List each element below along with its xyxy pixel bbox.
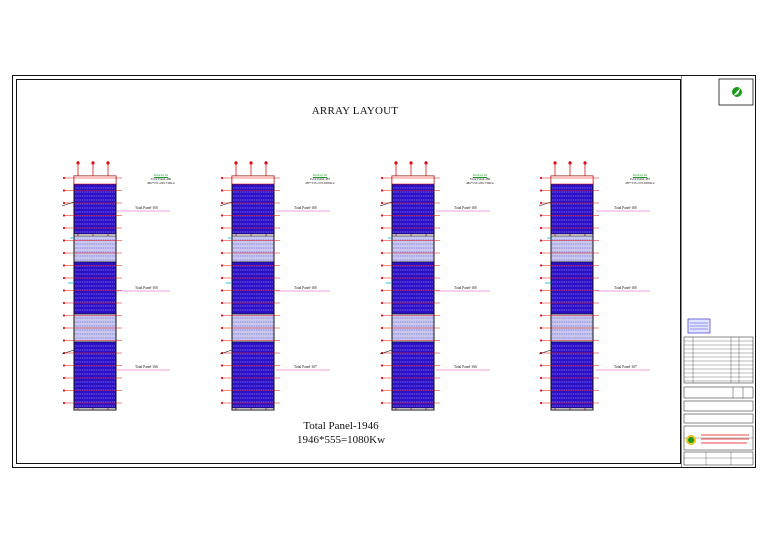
array-3-inverter-label: Inverter-03 xyxy=(472,173,488,177)
array-2-row-label-2: Total Panel-160 xyxy=(294,286,317,290)
north-arrow-icon xyxy=(732,87,742,97)
array-3-row-label-3: Total Panel-166 xyxy=(454,365,477,369)
array-4-panel-count: Total Panel-487 xyxy=(629,177,651,181)
array-2-row-label-1: Total Panel-160 xyxy=(294,206,317,210)
array-2-drawing xyxy=(219,161,280,411)
array-1-row-label-1: Total Panel-160 xyxy=(135,206,158,210)
array-3-row-label-2: Total Panel-160 xyxy=(454,286,477,290)
array-2-inverter-label: Inverter-02 xyxy=(312,173,328,177)
array-2-panel-count: Total Panel-487 xyxy=(309,177,331,181)
array-1-panel-count: Total Panel-486 xyxy=(150,177,172,181)
array-1-row-label-2: Total Panel-160 xyxy=(135,286,158,290)
array-4-calc: 487*555=270.2865Kw xyxy=(625,181,655,185)
drawing-title: ARRAY LAYOUT xyxy=(311,105,399,117)
array-4-inverter-label: Inverter-04 xyxy=(632,173,648,177)
array-1-drawing xyxy=(61,161,122,411)
array-4-drawing xyxy=(538,161,599,411)
array-1-header: Inverter-01 Total Panel-486 486*555=269.… xyxy=(131,173,191,185)
array-2-row-label-3: Total Panel-167 xyxy=(294,365,317,369)
array-1-row-label-3: Total Panel-166 xyxy=(135,365,158,369)
array-3-panel-count: Total Panel-486 xyxy=(469,177,491,181)
array-4-row-label-3: Total Panel-167 xyxy=(614,365,637,369)
array-2-calc: 487*555=270.2865Kw xyxy=(305,181,335,185)
array-3-header: Inverter-03 Total Panel-486 486*555=269.… xyxy=(450,173,510,185)
array-3-calc: 486*555=269.730Kw xyxy=(466,181,494,185)
array-4-header: Inverter-04 Total Panel-487 487*555=270.… xyxy=(610,173,670,185)
array-4-row-label-2: Total Panel-160 xyxy=(614,286,637,290)
array-1-calc: 486*555=269.730Kw xyxy=(147,181,175,185)
total-panel-text: Total Panel-1946 xyxy=(303,420,379,432)
array-3-drawing xyxy=(379,161,440,411)
company-logo-icon xyxy=(686,435,696,445)
capacity-text: 1946*555=1080Kw xyxy=(296,434,386,446)
array-2-header: Inverter-02 Total Panel-487 487*555=270.… xyxy=(290,173,350,185)
title-block xyxy=(681,75,756,468)
array-1-inverter-label: Inverter-01 xyxy=(153,173,169,177)
array-3-row-label-1: Total Panel-160 xyxy=(454,206,477,210)
array-4-row-label-1: Total Panel-160 xyxy=(614,206,637,210)
